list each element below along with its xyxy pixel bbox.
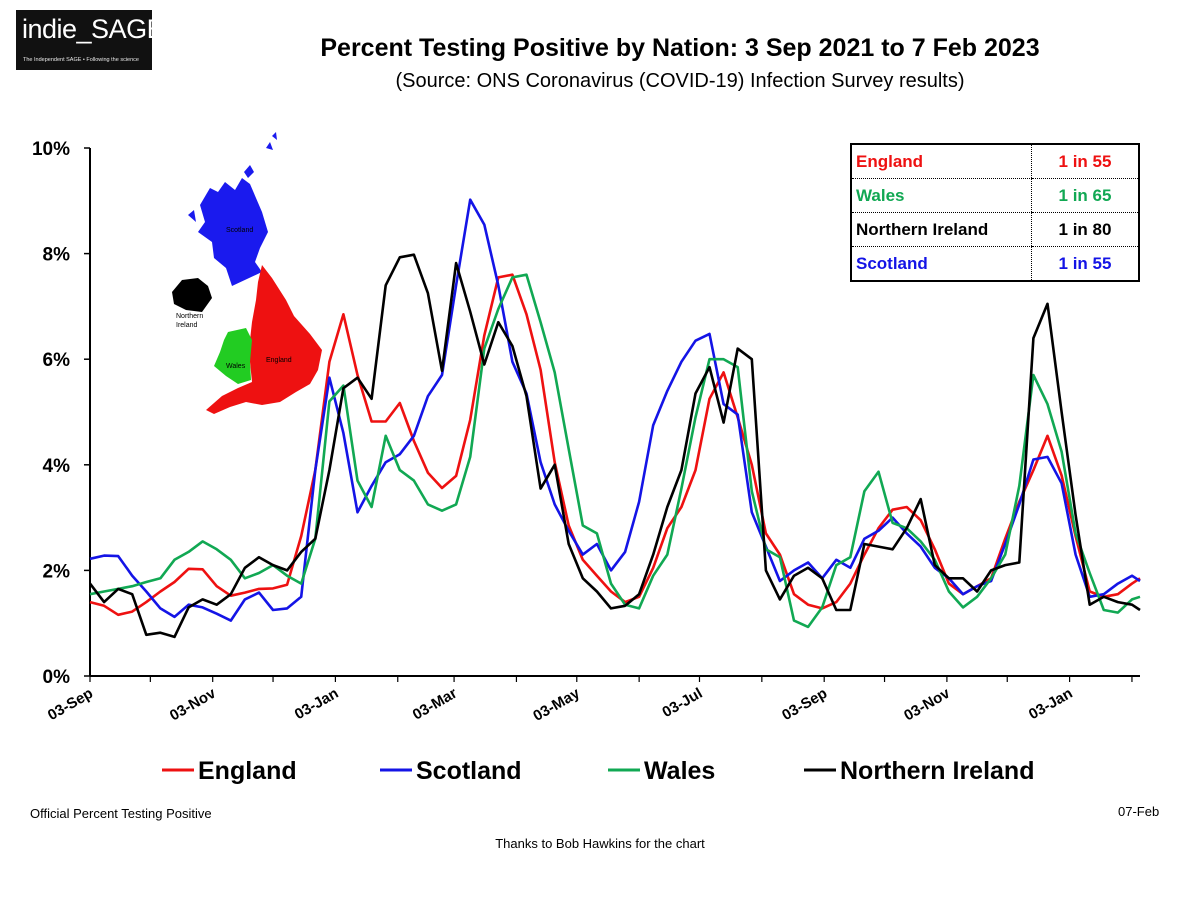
series-line-scotland [89, 198, 1141, 622]
legend-label: Northern Ireland [840, 757, 1034, 785]
odds-nation: Scotland [856, 253, 928, 273]
series-line-wales [89, 273, 1141, 629]
odds-value: 1 in 55 [1031, 144, 1139, 179]
legend-label: Wales [644, 757, 715, 785]
map-label-england: England [266, 357, 292, 364]
indie-sage-logo: indie_SAGE The Independent SAGE • Follow… [16, 10, 165, 70]
footer-date: 07-Feb [1118, 804, 1160, 819]
odds-row: Wales 1 in 65 [851, 178, 1139, 213]
y-tick-label: 8% [43, 245, 71, 266]
x-tick-label: 03-Jan [1026, 685, 1076, 723]
map-label-ni-line2: Ireland [176, 322, 198, 329]
footer-credit: Thanks to Bob Hawkins for the chart [495, 836, 705, 851]
scotland-region [198, 178, 268, 286]
odds-row: England 1 in 55 [851, 144, 1139, 179]
northern-ireland-region [172, 278, 212, 312]
y-tick-label: 10% [32, 139, 70, 160]
odds-row: Northern Ireland 1 in 80 [851, 212, 1139, 247]
footer-note: Official Percent Testing Positive [30, 806, 212, 821]
x-tick-label: 03-Mar [410, 685, 461, 724]
england-region [206, 265, 322, 414]
y-tick-label: 2% [43, 561, 71, 582]
map-label-ni-line1: Northern [176, 313, 203, 320]
y-tick-label: 0% [43, 667, 71, 688]
odds-row: Scotland 1 in 55 [851, 246, 1139, 281]
x-tick-label: 03-Sep [45, 685, 96, 724]
wales-region [214, 328, 252, 384]
legend-label: England [198, 757, 297, 785]
logo-text: indie_SAGE [22, 14, 165, 44]
x-tick-label: 03-Jul [659, 685, 705, 721]
y-tick-label: 6% [43, 350, 71, 371]
map-label-scotland: Scotland [226, 227, 253, 234]
x-tick-label: 03-May [530, 684, 583, 724]
odds-nation: England [851, 144, 1032, 179]
uk-map-icon: Scotland Northern Ireland Wales England [172, 132, 322, 414]
chart-legend: England Scotland Wales Northern Ireland [162, 757, 1034, 785]
chart-title: Percent Testing Positive by Nation: 3 Se… [320, 34, 1040, 62]
x-tick-label: 03-Jan [292, 685, 342, 723]
odds-value: 1 in 80 [1031, 212, 1139, 247]
legend-label: Scotland [416, 757, 522, 785]
odds-value: 1 in 65 [1031, 178, 1139, 213]
odds-nation: Wales [851, 178, 1032, 213]
logo-tagline: The Independent SAGE • Following the sci… [23, 57, 139, 63]
chart-lines [88, 198, 1141, 639]
chart-subtitle: (Source: ONS Coronavirus (COVID-19) Infe… [395, 70, 965, 92]
odds-nation: Northern Ireland [851, 212, 1032, 247]
series-line-northern-ireland [88, 253, 1141, 639]
x-tick-label: 03-Nov [901, 684, 953, 724]
map-label-wales: Wales [226, 363, 246, 370]
x-tick-label: 03-Nov [167, 684, 219, 724]
odds-value: 1 in 55 [1031, 246, 1139, 281]
y-tick-label: 4% [43, 456, 71, 477]
odds-table: England 1 in 55 Wales 1 in 65 Northern Irela… [850, 143, 1140, 282]
x-tick-label: 03-Sep [779, 685, 830, 724]
